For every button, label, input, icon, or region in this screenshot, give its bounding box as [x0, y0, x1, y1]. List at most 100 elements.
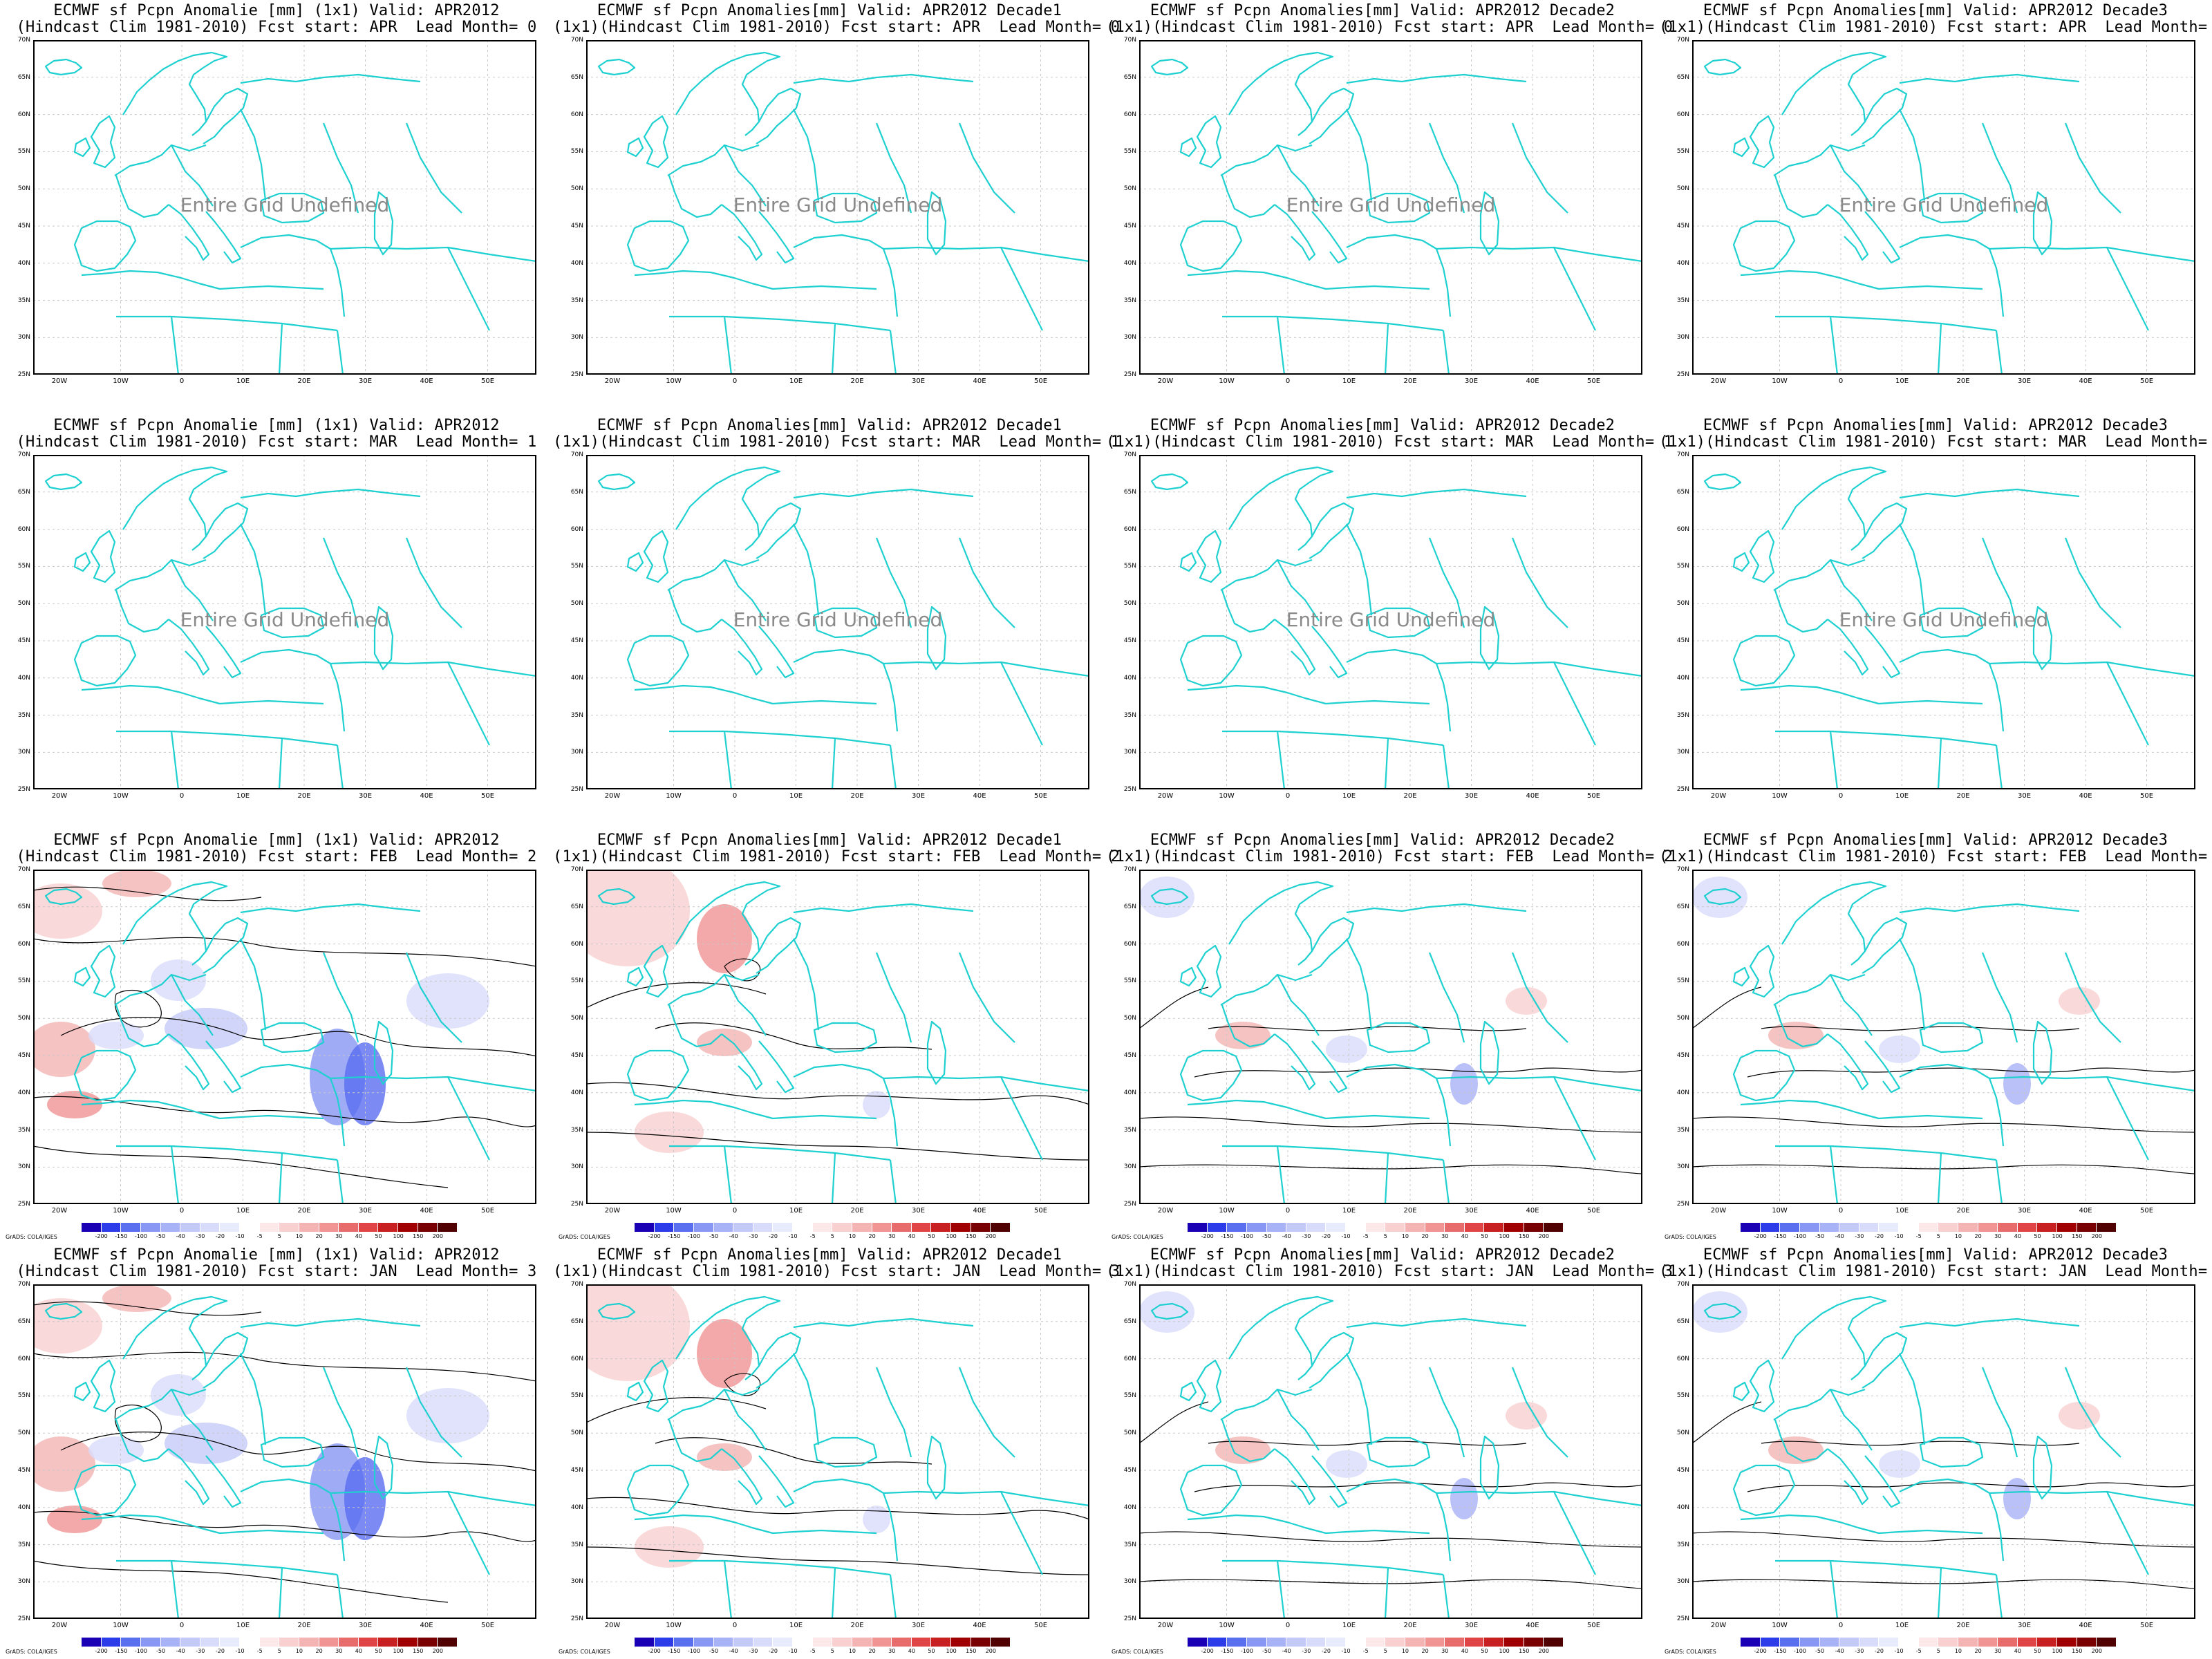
latitude-label: 50N: [17, 1015, 30, 1022]
longitude-label: 10E: [1342, 377, 1356, 385]
colorbar-swatch: [991, 1223, 1011, 1232]
colorbar-swatch: [733, 1638, 753, 1647]
map-plot: [1692, 870, 2195, 1204]
colorbar-swatch: [1819, 1223, 1840, 1232]
undefined-grid-message: Entire Grid Undefined: [733, 194, 943, 216]
coastline: [1479, 191, 1500, 256]
anomaly-patch: [697, 904, 752, 973]
longitude-label: 0: [732, 1622, 738, 1629]
longitude-label: 50E: [480, 792, 495, 800]
coastline: [322, 952, 359, 1043]
coastline: [669, 1145, 891, 1161]
colorbar-swatch: [1425, 1223, 1445, 1232]
coastline: [1346, 648, 1437, 664]
latitude-label: 50N: [17, 1430, 30, 1437]
coastline: [1773, 559, 1866, 591]
contour-line: [1692, 986, 1762, 1029]
map-panel-10: ECMWF sf Pcpn Anomalies[mm] Valid: APR20…: [553, 830, 1120, 1244]
coastline: [1187, 1514, 1430, 1535]
latitude-label: 45N: [570, 637, 583, 644]
colorbar-swatch: [793, 1638, 813, 1647]
coastline: [405, 122, 462, 214]
latitude-label: 60N: [1676, 111, 1689, 118]
map-plot: [586, 40, 1089, 375]
colorbar-swatch: [852, 1638, 872, 1647]
latitude-label: 35N: [17, 1126, 30, 1134]
latitude-label: 45N: [17, 1467, 30, 1474]
colorbar-label: -10: [1341, 1648, 1351, 1654]
undefined-grid-message: Entire Grid Undefined: [180, 608, 390, 631]
latitude-label: 60N: [1676, 1355, 1689, 1362]
map-plot: [33, 1284, 536, 1619]
longitude-label: 20E: [297, 377, 311, 385]
longitude-label: 10W: [666, 1207, 682, 1215]
colorbar-swatch: [398, 1638, 418, 1647]
coastline: [1827, 1033, 1869, 1091]
coastline: [171, 144, 214, 207]
coastline: [260, 607, 325, 639]
colorbar-swatch: [1405, 1638, 1425, 1647]
latitude-label: 30N: [570, 334, 583, 341]
colorbar-label: 150: [2072, 1233, 2083, 1239]
coastline: [1827, 1448, 1869, 1506]
coastline: [1435, 1492, 1452, 1562]
latitude-label: 30N: [1123, 1163, 1136, 1171]
latitude-label: 65N: [17, 903, 30, 910]
panel-title-line1: ECMWF sf Pcpn Anomalie [mm] (1x1) Valid:…: [53, 417, 500, 434]
latitude-label: 40N: [17, 674, 30, 682]
colorbar-label: -10: [1894, 1233, 1904, 1239]
colorbar-swatch: [279, 1638, 299, 1647]
contour-line: [114, 990, 162, 1028]
colorbar-swatch: [1524, 1223, 1544, 1232]
longitude-label: 10W: [666, 1622, 682, 1629]
coastline: [1221, 1419, 1275, 1463]
latitude-label: 60N: [1123, 525, 1136, 533]
coastline: [1781, 466, 1887, 551]
contour-line: [1139, 1579, 1642, 1589]
map-plot: [1692, 1284, 2195, 1619]
longitude-label: 30E: [1464, 377, 1479, 385]
anomaly-patch: [697, 1029, 752, 1056]
coastline: [1274, 619, 1316, 676]
anomaly-patch: [1692, 877, 1747, 918]
coastline: [1196, 529, 1222, 583]
map-frame: [1139, 870, 1642, 1204]
coastline: [1428, 1367, 1465, 1458]
contour-line: [33, 937, 536, 967]
coastline: [883, 661, 1089, 677]
coastline: [1899, 903, 2080, 914]
undefined-grid-message: Entire Grid Undefined: [1839, 194, 2049, 216]
graticule: [586, 40, 1089, 375]
colorbar-swatch: [1504, 1223, 1524, 1232]
latitude-label: 70N: [1676, 37, 1689, 44]
panel-title-line2: (1x1)(Hindcast Clim 1981-2010) Fcst star…: [553, 433, 1121, 451]
coastline: [1553, 247, 1596, 331]
panel-title-line1: ECMWF sf Pcpn Anomalies[mm] Valid: APR20…: [1150, 417, 1615, 434]
coastline: [322, 1367, 359, 1458]
coastline: [1989, 661, 2195, 677]
coastline: [643, 529, 669, 583]
coastline: [1774, 175, 1828, 218]
colorbar-label: 30: [888, 1648, 896, 1654]
coastline: [1864, 211, 1901, 264]
coastline: [1703, 473, 1742, 491]
contour-line: [586, 1497, 1089, 1520]
latitude-label: 40N: [570, 1089, 583, 1096]
coastline: [1479, 1020, 1500, 1085]
coastline: [1309, 87, 1355, 144]
coastline: [1511, 537, 1568, 628]
coastline: [81, 684, 324, 705]
contour-line: [1139, 1531, 1642, 1548]
longitude-label: 10W: [1772, 1622, 1788, 1629]
latitude-label: 60N: [570, 940, 583, 948]
latitude-label: 35N: [1676, 711, 1689, 719]
colorbar-label: 10: [295, 1233, 303, 1239]
coastline: [758, 1455, 795, 1508]
coastline: [1196, 115, 1222, 169]
latitude-label: 35N: [570, 711, 583, 719]
coastline: [1179, 552, 1197, 572]
contour-line: [114, 1405, 162, 1443]
colorbar-label: 150: [966, 1233, 977, 1239]
longitude-label: 20W: [1710, 377, 1727, 385]
map-plot: [586, 870, 1089, 1204]
